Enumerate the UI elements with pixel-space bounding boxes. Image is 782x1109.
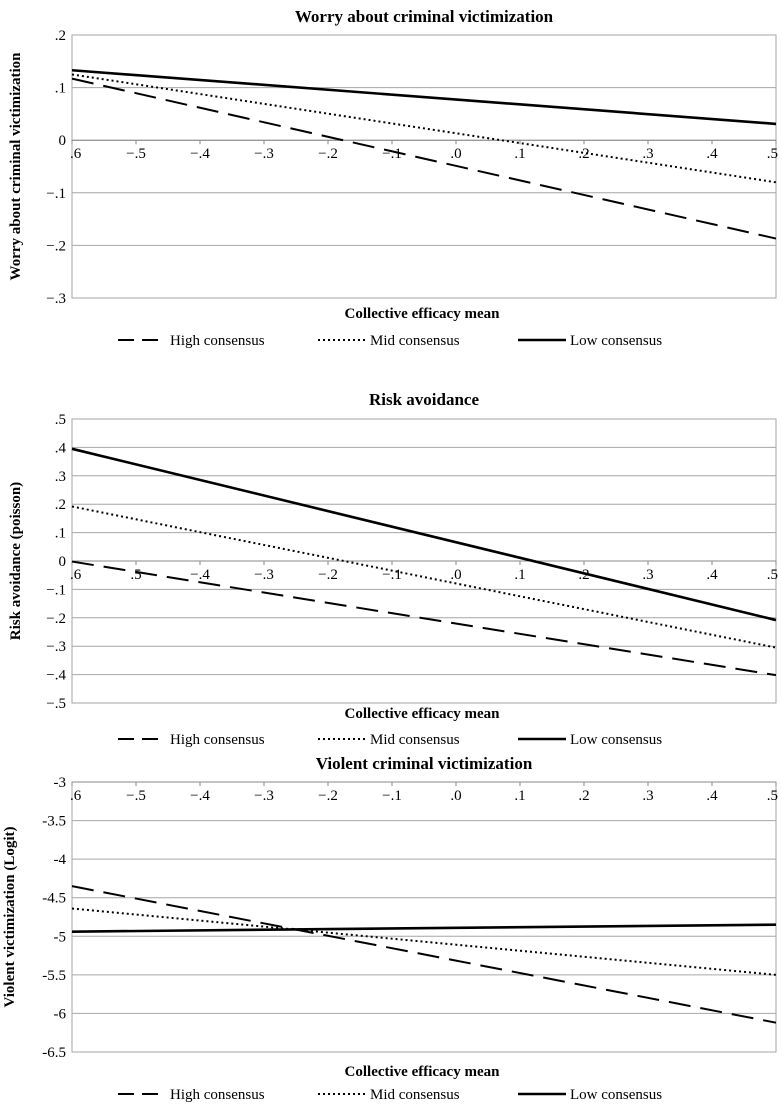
x-tick-label: .1 — [514, 146, 525, 162]
y-tick-label: -4.5 — [42, 891, 66, 907]
legend-label: High consensus — [170, 732, 265, 748]
y-tick-label: .1 — [55, 81, 66, 97]
x-tick-label: −.2 — [318, 567, 338, 583]
y-tick-label: −.3 — [46, 639, 66, 655]
x-axis-title: Collective efficacy mean — [345, 1064, 501, 1080]
y-tick-label: −.3 — [46, 291, 66, 307]
y-tick-label: −.4 — [46, 668, 66, 684]
y-tick-label: −.5 — [46, 696, 66, 712]
y-tick-label: .1 — [55, 526, 66, 542]
y-tick-label: −.1 — [46, 582, 66, 598]
y-tick-label: −.2 — [46, 611, 66, 627]
x-tick-label: −.4 — [190, 788, 210, 804]
y-tick-label: -3.5 — [42, 814, 66, 830]
x-tick-label: −.2 — [318, 788, 338, 804]
chart-2: Risk avoidance .5 .4 .3 .2 .1 0 −.1 −.2 −.3 −.4 −.5… — [8, 390, 778, 748]
x-tick-label: .0 — [450, 567, 461, 583]
y-axis-title: Violent victimization (Logit) — [2, 826, 18, 1007]
legend-label: Low consensus — [570, 333, 662, 349]
x-tick-label: −.4 — [190, 146, 210, 162]
chart-1: Worry about criminal victimization .2 .1 0 −… — [8, 7, 778, 349]
x-tick-label: −.1 — [382, 788, 402, 804]
chart-title: Risk avoidance — [369, 390, 479, 409]
x-tick-label: .6 — [70, 567, 82, 583]
y-axis-title: Worry about criminal victimization — [8, 52, 24, 281]
y-tick-label: 0 — [59, 554, 67, 570]
x-tick-label: .1 — [514, 788, 525, 804]
x-tick-label: .3 — [642, 788, 653, 804]
y-tick-label: -6 — [54, 1006, 67, 1022]
x-tick-label: .3 — [642, 146, 653, 162]
series-line-low-consensus — [71, 447, 777, 622]
y-tick-label: -5.5 — [42, 968, 66, 984]
series-line-mid-consensus — [71, 505, 777, 649]
x-tick-label: .3 — [642, 567, 653, 583]
y-tick-label: .3 — [55, 469, 66, 485]
x-tick-label: .5 — [767, 146, 778, 162]
series-line-mid-consensus — [71, 907, 777, 976]
y-tick-label: -5 — [54, 929, 67, 945]
x-tick-label: .2 — [578, 567, 589, 583]
x-tick-label: .6 — [70, 146, 82, 162]
legend-label: High consensus — [170, 1087, 265, 1103]
x-tick-label: .2 — [578, 788, 589, 804]
x-tick-label: −.3 — [254, 146, 274, 162]
x-axis-title: Collective efficacy mean — [345, 706, 501, 722]
x-tick-label: .5 — [767, 788, 778, 804]
legend-label: Low consensus — [570, 1087, 662, 1103]
y-tick-label: .2 — [55, 497, 66, 513]
series-line-high-consensus — [71, 885, 777, 1024]
y-axis-title: Risk avoidance (poisson) — [8, 482, 24, 640]
x-tick-label: −.3 — [254, 788, 274, 804]
legend-label: Mid consensus — [370, 732, 460, 748]
x-tick-label: −.5 — [126, 788, 146, 804]
y-tick-label: −.2 — [46, 238, 66, 254]
legend-label: Mid consensus — [370, 333, 460, 349]
x-tick-label: −.4 — [190, 567, 210, 583]
legend: High consensus Mid consensus Low consensus — [118, 333, 662, 349]
x-tick-label: .1 — [514, 567, 525, 583]
x-tick-label: .2 — [578, 146, 589, 162]
series-line-high-consensus — [71, 77, 777, 240]
series-line-high-consensus — [71, 560, 777, 677]
legend: High consensus Mid consensus Low consensus — [118, 732, 662, 748]
y-tick-label: -4 — [54, 852, 67, 868]
y-tick-label: -6.5 — [42, 1045, 66, 1061]
x-tick-label: .0 — [450, 788, 461, 804]
x-tick-label: .5 — [767, 567, 778, 583]
x-tick-label: −.1 — [382, 567, 402, 583]
x-tick-label: .5 — [130, 567, 141, 583]
y-tick-label: -3 — [54, 775, 67, 791]
x-tick-label: .4 — [706, 146, 718, 162]
legend-label: Mid consensus — [370, 1087, 460, 1103]
y-tick-label: .5 — [55, 412, 66, 428]
legend: High consensus Mid consensus Low consensus — [118, 1087, 662, 1103]
x-tick-label: −.1 — [382, 146, 402, 162]
chart-title: Violent criminal victimization — [316, 754, 533, 773]
chart-title: Worry about criminal victimization — [295, 7, 554, 26]
x-tick-label: .4 — [706, 788, 718, 804]
legend-label: High consensus — [170, 333, 265, 349]
series-line-low-consensus — [71, 923, 777, 933]
y-tick-label: 0 — [59, 133, 67, 149]
x-tick-label: .6 — [70, 788, 82, 804]
x-axis-title: Collective efficacy mean — [345, 306, 501, 322]
series-line-mid-consensus — [71, 73, 777, 184]
plot-area — [71, 781, 777, 1053]
x-tick-label: −.5 — [126, 146, 146, 162]
series-line-low-consensus — [71, 68, 777, 126]
y-tick-label: .2 — [55, 28, 66, 44]
x-tick-label: .4 — [706, 567, 718, 583]
y-tick-label: .4 — [55, 440, 67, 456]
x-tick-label: −.3 — [254, 567, 274, 583]
legend-label: Low consensus — [570, 732, 662, 748]
x-tick-label: −.2 — [318, 146, 338, 162]
y-tick-label: −.1 — [46, 186, 66, 202]
x-tick-label: .0 — [450, 146, 461, 162]
chart-3: Violent criminal victimization -3 -3.5 -4 -4… — [2, 754, 778, 1103]
